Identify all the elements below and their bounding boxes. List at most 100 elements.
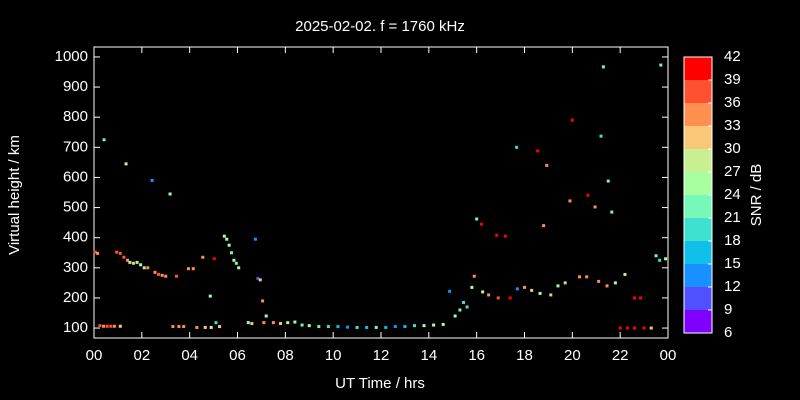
data-point [153, 270, 157, 274]
data-point [605, 284, 609, 288]
y-tick-label: 500 [63, 199, 88, 216]
colorbar-band [684, 241, 712, 264]
colorbar-label: SNR / dB [748, 164, 765, 227]
data-point [168, 192, 172, 196]
data-point [271, 321, 275, 325]
data-point [146, 266, 150, 270]
colorbar-tick-label: 33 [724, 117, 741, 134]
data-point [649, 326, 653, 330]
colorbar-tick-label: 39 [724, 71, 741, 88]
data-point [124, 162, 128, 166]
data-point [253, 237, 257, 241]
data-point [232, 258, 236, 262]
data-point [448, 289, 452, 293]
colorbar-tick-label: 9 [724, 301, 732, 318]
x-tick-label: 18 [516, 347, 533, 364]
data-point [128, 260, 132, 264]
data-point [365, 325, 369, 329]
data-point [164, 274, 168, 278]
data-point [563, 281, 567, 285]
data-point [96, 251, 100, 255]
data-point [234, 261, 238, 265]
data-point [623, 272, 627, 276]
data-point [218, 325, 222, 329]
data-point [585, 275, 589, 279]
data-point [374, 325, 378, 329]
colorbar-band [684, 103, 712, 126]
data-point [208, 294, 212, 298]
data-point [105, 324, 109, 328]
colorbar-band [684, 80, 712, 103]
x-tick-label: 00 [660, 347, 677, 364]
data-point [508, 296, 512, 300]
colorbar-tick-label: 6 [724, 324, 732, 341]
data-point [209, 325, 213, 329]
x-tick-label: 10 [325, 347, 342, 364]
data-point [515, 145, 519, 149]
colorbar-band [684, 287, 712, 310]
data-point [593, 205, 597, 209]
y-tick-label: 800 [63, 108, 88, 125]
data-point [150, 178, 154, 182]
data-point [613, 281, 617, 285]
data-point [122, 255, 126, 259]
data-point [570, 118, 574, 122]
data-point [230, 251, 234, 255]
data-point [606, 179, 610, 183]
data-point [112, 324, 116, 328]
data-point [495, 233, 499, 237]
data-point [597, 279, 601, 283]
y-tick-label: 400 [63, 229, 88, 246]
data-point [182, 325, 186, 329]
data-point [633, 326, 637, 330]
colorbar-tick-label: 18 [724, 232, 741, 249]
data-point [261, 299, 265, 303]
colorbar-tick-label: 24 [724, 186, 741, 203]
y-tick-label: 1000 [55, 48, 88, 65]
y-axis-label: Virtual height / km [6, 135, 23, 255]
data-point [568, 199, 572, 203]
data-point [422, 324, 426, 328]
data-point [191, 267, 195, 271]
colorbar-tick-label: 36 [724, 94, 741, 111]
data-point [346, 325, 350, 329]
colorbar-tick-label: 12 [724, 278, 741, 295]
data-point [326, 325, 330, 329]
colorbar-tick-label: 30 [724, 140, 741, 157]
data-point [523, 285, 526, 289]
data-point [642, 326, 646, 330]
data-point [470, 285, 474, 289]
data-point [98, 324, 102, 328]
data-point [227, 243, 231, 247]
data-point [317, 325, 321, 329]
colorbar-tick-label: 42 [724, 48, 741, 65]
data-point [139, 263, 143, 267]
x-tick-label: 16 [468, 347, 485, 364]
data-point [475, 217, 479, 221]
x-axis-label: UT Time / hrs [335, 375, 425, 392]
y-tick-label: 900 [63, 78, 88, 95]
data-point [115, 250, 119, 254]
data-point [633, 296, 637, 300]
data-point [264, 314, 268, 318]
data-point [214, 321, 218, 325]
x-tick-label: 20 [564, 347, 581, 364]
data-point [664, 257, 668, 261]
data-point [177, 325, 181, 329]
colorbar-band [684, 264, 712, 287]
data-point [625, 326, 629, 330]
data-point [222, 234, 226, 238]
data-point [496, 296, 500, 300]
data-point [618, 326, 622, 330]
data-point [256, 276, 260, 280]
data-point [102, 324, 106, 328]
data-point [286, 321, 290, 325]
x-tick-label: 14 [420, 347, 437, 364]
data-point [515, 287, 519, 291]
colorbar-tick-label: 15 [724, 255, 741, 272]
data-point [465, 305, 469, 309]
data-point [393, 325, 397, 329]
colorbar-band [684, 310, 712, 333]
